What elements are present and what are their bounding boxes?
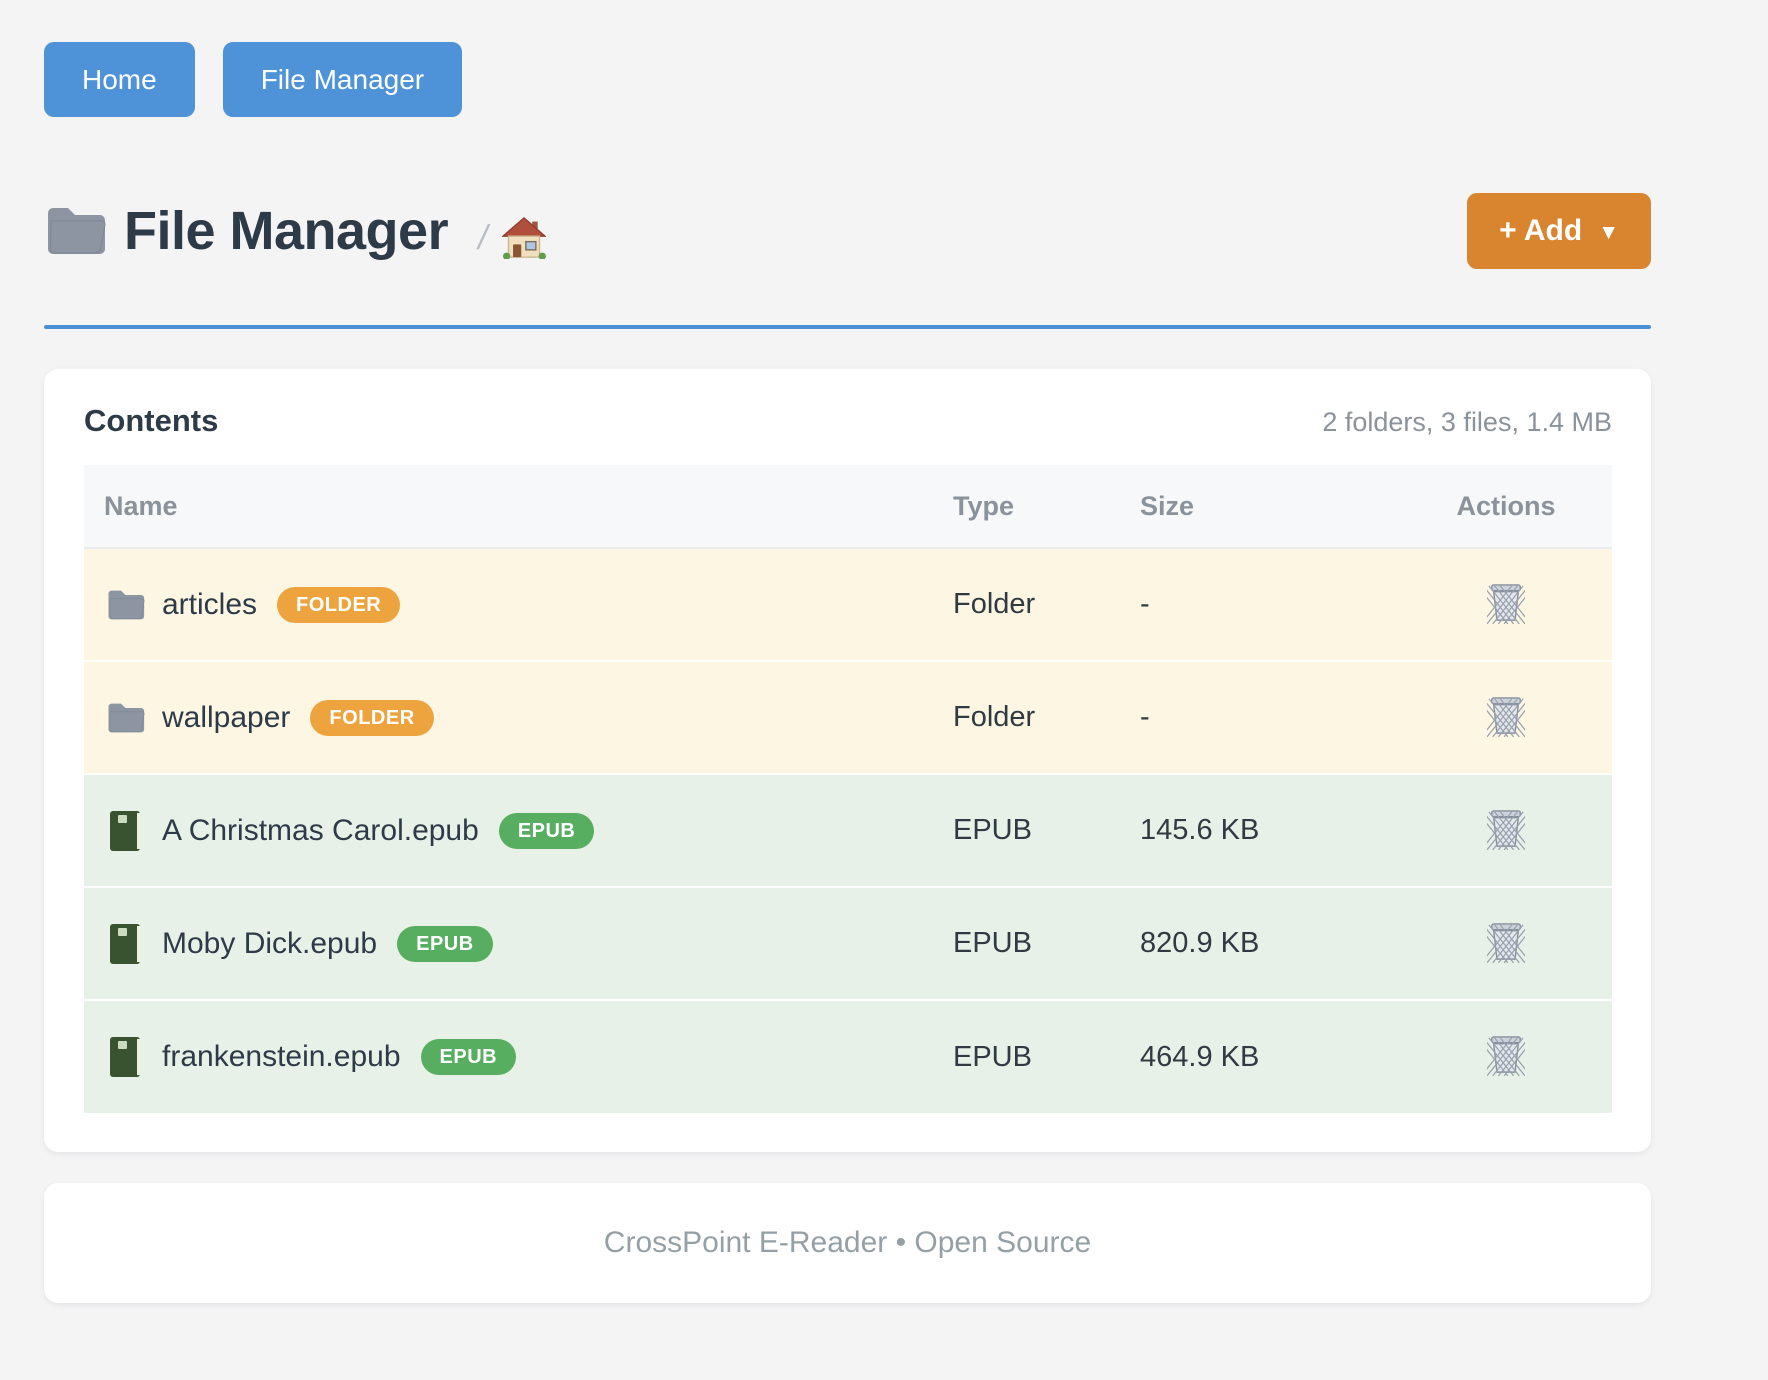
contents-card-header: Contents 2 folders, 3 files, 1.4 MB [84, 403, 1612, 439]
trash-icon [1487, 1034, 1525, 1076]
type-cell: Folder [953, 588, 1036, 620]
caret-down-icon: ▼ [1598, 220, 1619, 244]
type-cell: EPUB [953, 1040, 1032, 1073]
trash-icon [1487, 695, 1525, 737]
size-cell: 464.9 KB [1140, 1040, 1260, 1073]
table-row[interactable]: A Christmas Carol.epub EPUB EPUB 145.6 K… [84, 774, 1612, 887]
size-cell: - [1140, 588, 1150, 620]
table-row[interactable]: Moby Dick.epub EPUB EPUB 820.9 KB [84, 887, 1612, 1000]
home-nav-button[interactable]: Home [44, 42, 195, 117]
add-button[interactable]: + Add ▼ [1467, 193, 1651, 269]
table-row[interactable]: articles FOLDER Folder - [84, 548, 1612, 661]
contents-heading: Contents [84, 403, 219, 438]
column-header-type: Type [933, 465, 1120, 549]
type-cell: EPUB [953, 927, 1032, 959]
page-header: File Manager / + Add ▼ [44, 189, 1651, 273]
footer-text: CrossPoint E-Reader • Open Source [603, 1226, 1092, 1259]
type-badge: EPUB [498, 812, 595, 849]
delete-button[interactable] [1483, 917, 1529, 967]
delete-button[interactable] [1483, 1030, 1529, 1080]
table-row[interactable]: wallpaper FOLDER Folder - [84, 661, 1612, 774]
type-badge: EPUB [397, 925, 493, 962]
size-cell: 145.6 KB [1140, 814, 1260, 846]
contents-summary: 2 folders, 3 files, 1.4 MB [1322, 407, 1612, 437]
folder-icon [104, 701, 148, 735]
size-cell: - [1140, 701, 1150, 733]
column-header-size: Size [1120, 465, 1400, 549]
file-name[interactable]: A Christmas Carol.epub [162, 813, 479, 847]
add-button-label: + Add [1499, 214, 1583, 247]
delete-button[interactable] [1483, 691, 1529, 741]
type-cell: EPUB [953, 814, 1032, 846]
files-table: Name Type Size Actions articles FOLDER [84, 465, 1612, 1113]
delete-button[interactable] [1483, 578, 1529, 628]
contents-card: Contents 2 folders, 3 files, 1.4 MB Name… [44, 369, 1651, 1152]
book-icon [104, 810, 148, 852]
trash-icon [1487, 808, 1525, 850]
column-header-actions: Actions [1400, 465, 1612, 549]
page-title: File Manager [124, 201, 449, 261]
top-nav: Home File Manager [44, 0, 1651, 117]
breadcrumb-separator: / [478, 218, 488, 257]
file-name[interactable]: Moby Dick.epub [162, 926, 378, 960]
table-header-row: Name Type Size Actions [84, 465, 1612, 549]
book-icon [104, 923, 148, 965]
folder-icon [44, 203, 108, 259]
table-row[interactable]: frankenstein.epub EPUB EPUB 464.9 KB [84, 1000, 1612, 1113]
type-badge: EPUB [420, 1039, 517, 1075]
type-badge: FOLDER [277, 586, 401, 623]
type-badge: FOLDER [310, 699, 434, 736]
delete-button[interactable] [1483, 804, 1529, 854]
column-header-name: Name [84, 465, 933, 549]
book-icon [104, 1036, 148, 1078]
house-icon[interactable] [502, 217, 546, 259]
trash-icon [1487, 921, 1525, 963]
file-name[interactable]: wallpaper [162, 700, 291, 734]
folder-icon [104, 588, 148, 622]
file-name[interactable]: frankenstein.epub [162, 1040, 401, 1073]
file-name[interactable]: articles [162, 587, 258, 621]
type-cell: Folder [953, 701, 1036, 733]
header-divider [44, 325, 1651, 329]
footer-card: CrossPoint E-Reader • Open Source [44, 1183, 1651, 1303]
file-manager-nav-button[interactable]: File Manager [222, 42, 463, 117]
size-cell: 820.9 KB [1140, 927, 1260, 959]
trash-icon [1487, 582, 1525, 624]
page-container: Home File Manager File Manager / + Add ▼… [44, 0, 1651, 1303]
